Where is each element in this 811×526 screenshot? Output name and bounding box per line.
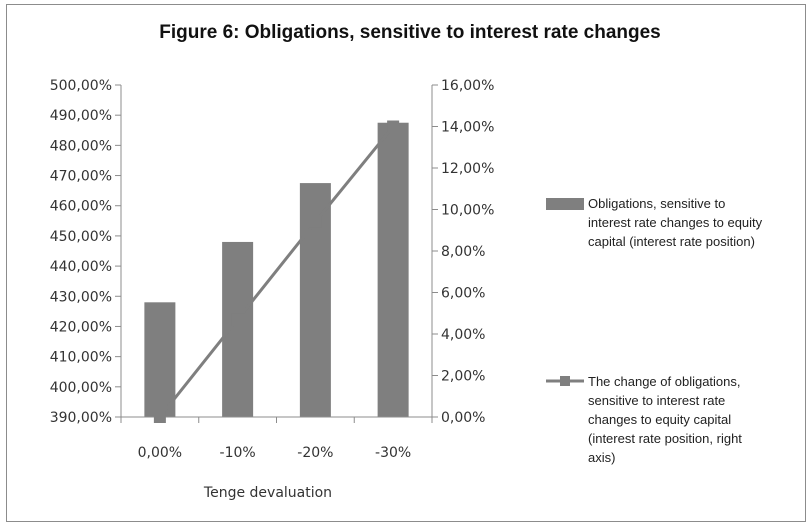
left-tick-label: 490,00% [50, 108, 112, 124]
axes-group: 390,00% 400,00% 410,00% 420,00% 430,00% 440,0… [50, 78, 495, 426]
left-tick-label: 480,00% [50, 138, 112, 154]
line-point-marker [309, 215, 322, 228]
right-tick-label: 10,00% [441, 203, 494, 219]
right-tick-label: 4,00% [441, 327, 485, 343]
right-tick-label: 12,00% [441, 161, 494, 177]
left-tick-label: 460,00% [50, 199, 112, 215]
bar [222, 241, 254, 417]
right-tick-label: 14,00% [441, 120, 494, 136]
x-tick-label: -10% [220, 445, 256, 461]
line-point-marker [387, 120, 400, 133]
line-point-marker [231, 313, 244, 326]
left-tick-label: 440,00% [50, 259, 112, 275]
line-series-group [153, 120, 400, 423]
legend: Obligations, sensitive to interest rate c… [546, 196, 763, 465]
legend-entry-bars: Obligations, sensitive to [588, 196, 725, 211]
left-tick-label: 450,00% [50, 229, 112, 245]
legend-entry-line: changes to equity capital [588, 412, 731, 427]
chart-title: Figure 6: Obligations, sensitive to inte… [159, 22, 661, 43]
series-line [158, 125, 395, 418]
legend-entry-line: sensitive to interest rate [588, 393, 725, 408]
legend-bar-swatch [546, 198, 584, 210]
legend-entry-bars: capital (interest rate position) [588, 234, 755, 249]
right-tick-label: 8,00% [441, 244, 485, 260]
left-tick-label: 430,00% [50, 289, 112, 305]
bar [377, 122, 409, 418]
left-tick-label: 470,00% [50, 169, 112, 185]
x-tick-label: -30% [375, 445, 411, 461]
x-category-labels: 0,00% -10% -20% -30% [138, 445, 412, 461]
x-tick-label: -20% [297, 445, 333, 461]
right-tick-label: 2,00% [441, 369, 485, 385]
legend-entry-bars: interest rate changes to equity [588, 215, 763, 230]
x-axis-title: Tenge devaluation [203, 485, 332, 501]
legend-entry-line: The change of obligations, [588, 374, 741, 389]
x-tick-label: 0,00% [138, 445, 182, 461]
left-tick-label: 500,00% [50, 78, 112, 94]
right-tick-label: 6,00% [441, 286, 485, 302]
line-point-marker [153, 411, 166, 423]
right-tick-label: 0,00% [441, 410, 485, 426]
bars-group [144, 122, 409, 418]
legend-entry-line: axis) [588, 450, 615, 465]
bar [144, 302, 176, 417]
right-tick-label: 16,00% [441, 78, 494, 94]
legend-line-marker [560, 376, 570, 386]
left-tick-label: 400,00% [50, 380, 112, 396]
left-tick-label: 410,00% [50, 350, 112, 366]
legend-entry-line: (interest rate position, right [588, 431, 742, 446]
left-tick-label: 390,00% [50, 410, 112, 426]
left-tick-label: 420,00% [50, 319, 112, 335]
